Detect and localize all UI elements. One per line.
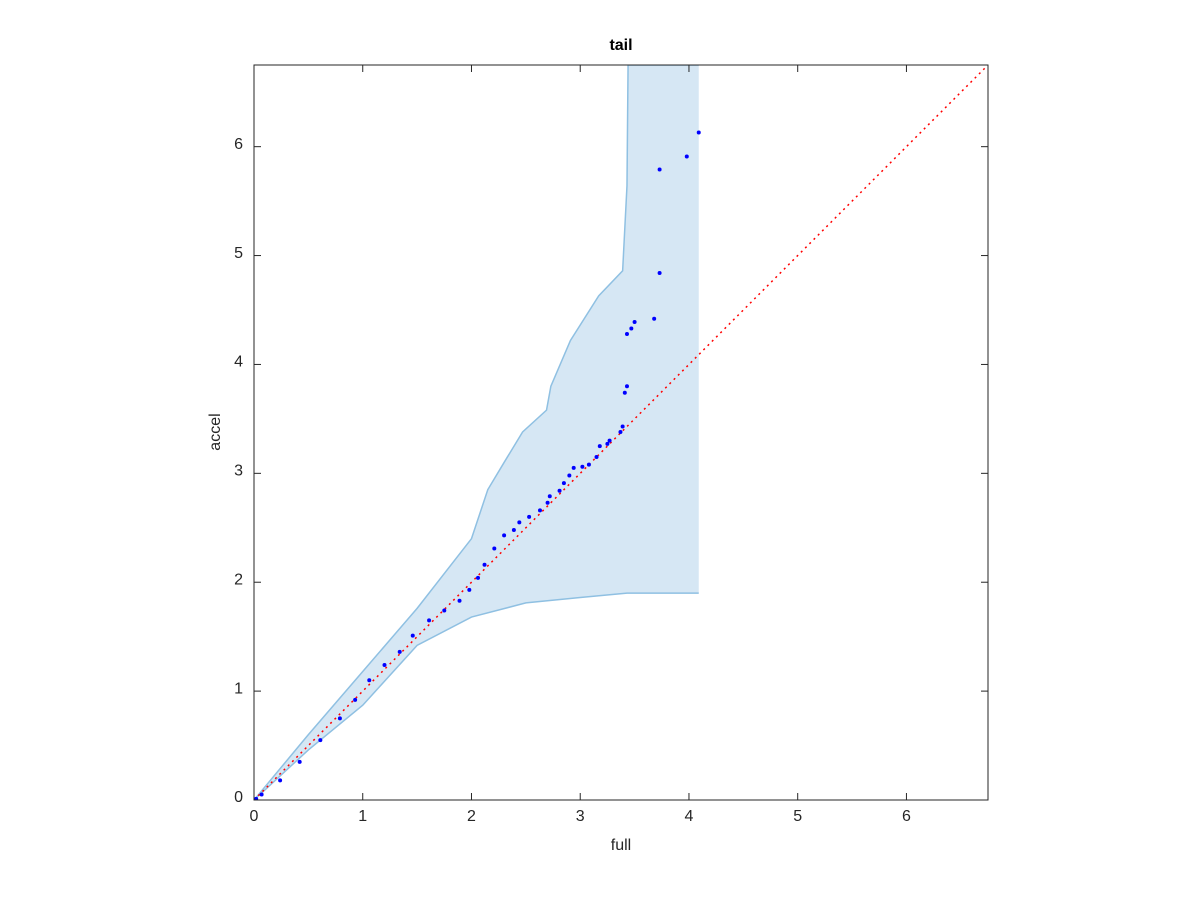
data-point xyxy=(632,319,637,324)
x-tick-label: 3 xyxy=(576,808,585,825)
x-tick-label: 0 xyxy=(250,808,259,825)
y-tick-label: 2 xyxy=(234,571,243,588)
data-point xyxy=(517,520,522,525)
data-point xyxy=(337,716,342,721)
y-axis-label: accel xyxy=(207,413,224,450)
data-point xyxy=(254,796,259,800)
data-point xyxy=(511,527,516,532)
data-point xyxy=(561,481,566,486)
data-point xyxy=(502,533,507,538)
x-tick-label: 4 xyxy=(685,808,694,825)
axes-box xyxy=(253,64,989,801)
data-point xyxy=(442,608,447,613)
confidence-band xyxy=(254,65,699,800)
plot-area xyxy=(254,65,988,800)
y-tick-label: 4 xyxy=(234,354,243,371)
data-point xyxy=(624,331,629,336)
data-point xyxy=(567,473,572,478)
x-tick-label: 5 xyxy=(793,808,802,825)
data-point xyxy=(571,465,576,470)
data-point xyxy=(545,500,550,505)
data-point xyxy=(482,562,487,567)
axes: 0 1 2 3 4 5 6 0 1 2 3 4 5 6 xyxy=(234,64,989,825)
x-tick-label: 6 xyxy=(902,808,911,825)
x-tick-label: 1 xyxy=(358,808,367,825)
data-point xyxy=(537,508,542,513)
data-point xyxy=(467,587,472,592)
data-point xyxy=(527,514,532,519)
data-point xyxy=(382,662,387,667)
band-lower-edge xyxy=(254,592,699,800)
y-tick-label: 6 xyxy=(234,136,243,153)
data-point xyxy=(597,444,602,449)
data-point xyxy=(278,778,283,783)
y-tick-label: 5 xyxy=(234,245,243,262)
data-point xyxy=(620,424,625,429)
data-point xyxy=(367,678,372,683)
data-point xyxy=(297,759,302,764)
data-point xyxy=(624,384,629,389)
data-point xyxy=(492,546,497,551)
x-axis-label: full xyxy=(611,837,631,854)
data-point xyxy=(618,429,623,434)
data-point xyxy=(410,633,415,638)
x-tick-label: 2 xyxy=(467,808,476,825)
data-point xyxy=(580,464,585,469)
data-point xyxy=(696,130,701,135)
y-tick-label: 3 xyxy=(234,463,243,480)
data-point xyxy=(586,462,591,467)
data-point xyxy=(547,494,552,499)
data-point xyxy=(259,792,264,797)
data-point xyxy=(476,575,481,580)
y-tick-label: 0 xyxy=(234,789,243,806)
data-point xyxy=(684,154,689,159)
band-upper-edge xyxy=(254,65,699,800)
data-point xyxy=(427,618,432,623)
data-point xyxy=(397,649,402,654)
data-point xyxy=(594,455,599,459)
data-point xyxy=(557,488,562,493)
data-point xyxy=(457,598,462,603)
data-point xyxy=(607,438,612,443)
data-point xyxy=(605,441,610,446)
data-point xyxy=(353,697,358,702)
data-point xyxy=(657,167,662,172)
chart-title: tail xyxy=(609,37,632,54)
y-tick-label: 1 xyxy=(234,680,243,697)
data-point xyxy=(318,738,323,743)
reference-line xyxy=(254,65,988,800)
data-point xyxy=(652,316,657,321)
data-point xyxy=(622,390,627,395)
data-point xyxy=(629,326,634,331)
data-point xyxy=(657,270,662,275)
